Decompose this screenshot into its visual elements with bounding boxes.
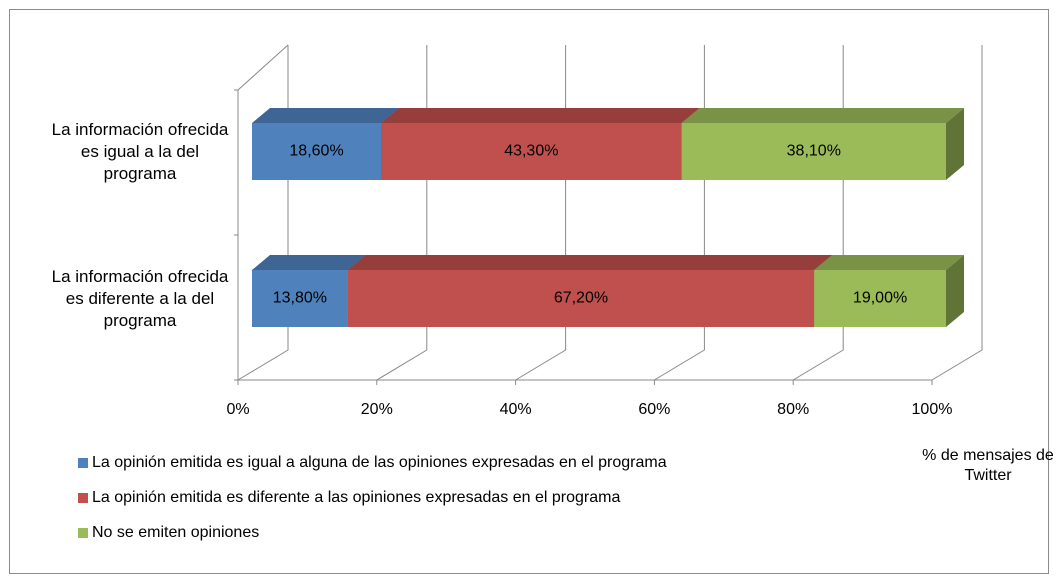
category-label: La información ofrecida es igual a la de…	[51, 119, 229, 183]
data-label: 67,20%	[554, 290, 608, 307]
legend-label: La opinión emitida es diferente a las op…	[92, 489, 620, 506]
bar-front	[681, 123, 946, 180]
legend-swatch	[78, 493, 88, 503]
x-tick-label: 20%	[361, 401, 393, 418]
bar-top	[381, 108, 700, 123]
x-tick-label: 0%	[226, 401, 249, 418]
data-label: 38,10%	[787, 143, 841, 160]
bar-side	[946, 255, 964, 327]
x-tick-label: 60%	[638, 401, 670, 418]
data-label: 43,30%	[504, 143, 558, 160]
x-axis-label: % de mensajes de Twitter	[922, 447, 1054, 484]
bar	[814, 255, 964, 327]
bar	[381, 108, 700, 180]
grid-line	[931, 45, 983, 381]
data-label: 19,00%	[853, 290, 907, 307]
bar	[252, 255, 366, 327]
legend-swatch	[78, 528, 88, 538]
bar	[681, 108, 964, 180]
bar-front	[252, 123, 382, 180]
bar-front	[347, 270, 815, 327]
x-tick-label: 100%	[912, 401, 953, 418]
x-tick-label: 80%	[777, 401, 809, 418]
bar-front	[381, 123, 682, 180]
legend-swatch	[78, 458, 88, 468]
bar-side	[946, 108, 964, 180]
bar-top	[681, 108, 964, 123]
bar-top	[814, 255, 964, 270]
legend-label: No se emiten opiniones	[92, 524, 259, 541]
bar-front	[252, 270, 348, 327]
category-label: La información ofrecida es diferente a l…	[51, 266, 229, 330]
data-label: 18,60%	[289, 143, 343, 160]
legend-label: La opinión emitida es igual a alguna de …	[92, 454, 667, 471]
bar-front	[814, 270, 946, 327]
x-tick-label: 40%	[500, 401, 532, 418]
data-label: 13,80%	[273, 290, 327, 307]
bar-top	[252, 108, 400, 123]
bar-top	[347, 255, 833, 270]
bar	[347, 255, 833, 327]
bar-top	[252, 255, 366, 270]
